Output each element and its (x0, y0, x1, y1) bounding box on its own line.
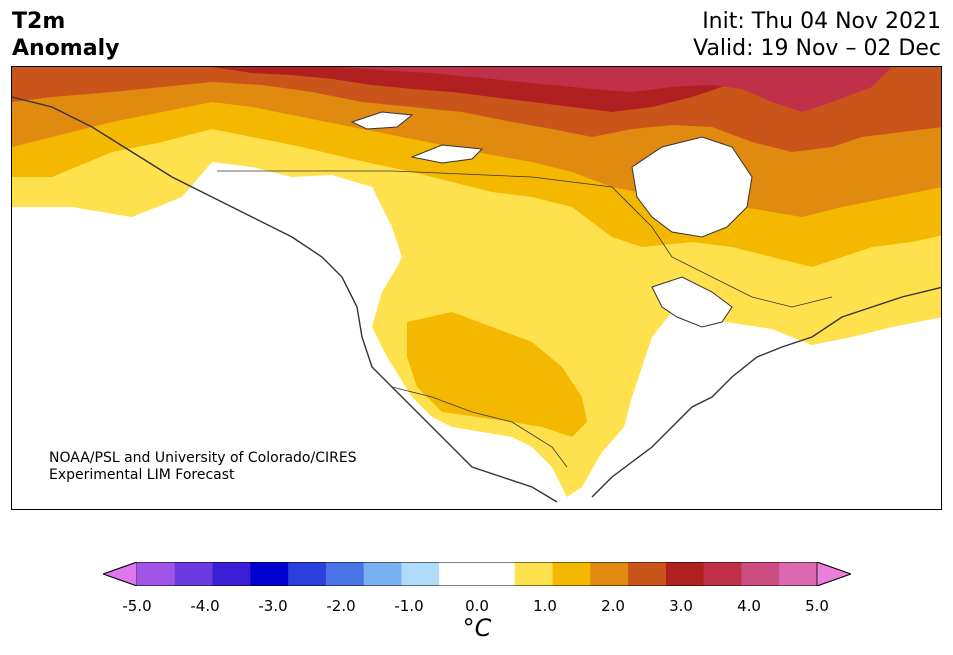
lake-winnipeg (410, 144, 484, 164)
init-date: Init: Thu 04 Nov 2021 (702, 9, 941, 34)
colorbar-tick-label: -4.0 (190, 597, 220, 615)
colorbar-segment (439, 562, 478, 586)
colorbar-segment (477, 562, 516, 586)
map-svg (12, 67, 941, 503)
credit-text: NOAA/PSL and University of Colorado/CIRE… (49, 450, 357, 484)
colorbar-tick-label: 4.0 (737, 597, 761, 615)
valid-range: Valid: 19 Nov – 02 Dec (693, 36, 941, 61)
colorbar-segment (628, 562, 667, 586)
title-line-1: T2m (12, 9, 66, 34)
anomaly-core-sw (407, 312, 587, 437)
colorbar-tick-label: 5.0 (805, 597, 829, 615)
colorbar-tick-label: 2.0 (601, 597, 625, 615)
forecast-dates: Init: Thu 04 Nov 2021 Valid: 19 Nov – 02… (693, 8, 941, 62)
borders (12, 96, 941, 503)
colorbar-segment (401, 562, 440, 586)
colorbar-tick-label: -2.0 (326, 597, 356, 615)
colorbar (103, 562, 851, 586)
colorbar-segment (250, 562, 289, 586)
colorbar-segment (363, 562, 402, 586)
hudson-bay (631, 136, 753, 238)
colorbar-tick-label: 0.0 (465, 597, 489, 615)
anomaly-fields (12, 67, 941, 497)
credit-line-2: Experimental LIM Forecast (49, 467, 235, 483)
great-slave-lake (350, 111, 414, 130)
colorbar-extend-low (103, 562, 138, 586)
colorbar-tick-label: 1.0 (533, 597, 557, 615)
colorbar-segment (325, 562, 365, 586)
colorbar-segment (703, 562, 742, 586)
us-canada-border (217, 170, 833, 308)
colorbar-segment (212, 562, 251, 586)
great-lakes (651, 276, 733, 328)
title-line-2: Anomaly (12, 36, 120, 61)
colorbar-segment (741, 562, 780, 586)
colorbar-segment (288, 562, 327, 586)
unit-label: °C (462, 614, 492, 642)
colorbar-segment (174, 562, 214, 586)
colorbar-tick-label: 3.0 (669, 597, 693, 615)
coastline (12, 96, 941, 503)
credit-line-1: NOAA/PSL and University of Colorado/CIRE… (49, 450, 357, 466)
anomaly-band-3-0 (342, 67, 892, 112)
colorbar-tick-label: -3.0 (258, 597, 288, 615)
colorbar-segment (137, 562, 176, 586)
colorbar-segment (590, 562, 629, 586)
anomaly-map (11, 66, 942, 510)
colorbar-segment (514, 562, 554, 586)
colorbar-tick-label: -5.0 (122, 597, 152, 615)
colorbar-segment (665, 562, 705, 586)
colorbar-tick-label: -1.0 (394, 597, 424, 615)
colorbar-segment (552, 562, 591, 586)
us-mexico-border (391, 386, 568, 468)
colorbar-extend-high (816, 562, 851, 586)
map-title: T2m Anomaly (12, 8, 119, 62)
colorbar-segment (779, 562, 818, 586)
